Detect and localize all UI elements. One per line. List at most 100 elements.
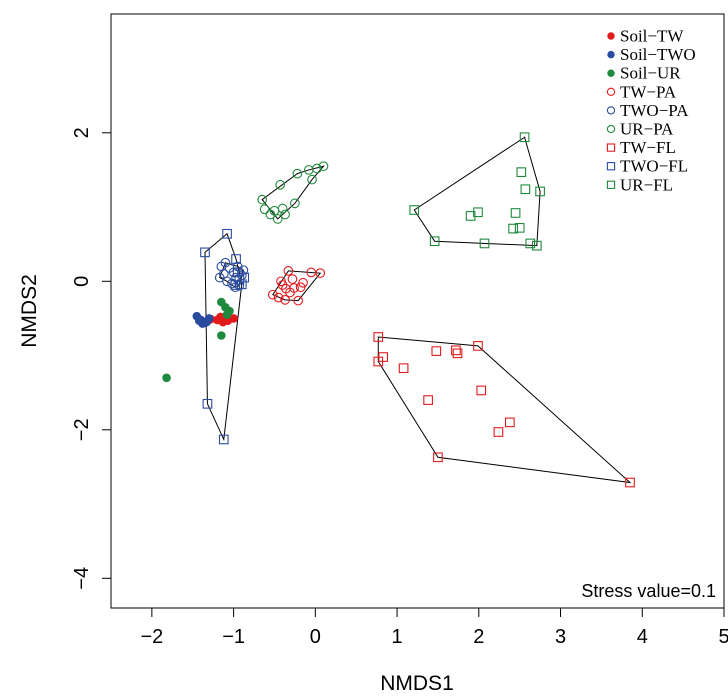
data-point (510, 208, 521, 218)
legend: Soil−TWSoil−TWOSoil−URTW−PATWO−PAUR−PATW… (606, 27, 696, 194)
data-point (373, 332, 384, 342)
y-tick-label: −4 (71, 567, 93, 590)
data-point (318, 161, 329, 172)
legend-marker (606, 106, 616, 115)
hull-two-pa (219, 262, 244, 288)
data-point (315, 268, 326, 278)
data-point (222, 228, 232, 239)
series-two-fl (200, 228, 250, 445)
series-soil-ur (162, 297, 234, 383)
data-point (293, 295, 304, 306)
data-point (238, 265, 249, 276)
series-soil-tw (206, 312, 238, 327)
data-point (239, 272, 250, 283)
data-point (267, 289, 278, 300)
data-point (214, 272, 225, 283)
data-point (525, 238, 536, 249)
data-point (409, 205, 420, 215)
x-axis-label: NMDS1 (380, 672, 454, 695)
hull-ur-fl (413, 136, 541, 247)
data-point (479, 238, 490, 249)
hull-layer (204, 136, 632, 484)
data-point (429, 236, 440, 247)
legend-label: Soil−UR (620, 64, 681, 83)
data-point (473, 207, 483, 218)
data-point (277, 203, 288, 214)
hull-tw-fl (377, 336, 632, 484)
legend-item-tw-pa: TW−PA (606, 82, 677, 101)
data-point (423, 395, 433, 405)
data-point (298, 277, 308, 288)
legend-marker (606, 124, 616, 134)
data-point (520, 184, 531, 195)
data-point (431, 346, 442, 356)
legend-item-two-fl: TWO−FL (606, 157, 688, 176)
data-point (232, 267, 243, 278)
legend-marker (607, 32, 615, 40)
data-point (202, 317, 211, 327)
data-point (222, 310, 232, 320)
legend-label: Soil−TW (620, 27, 684, 46)
data-point (493, 427, 504, 437)
legend-label: TW−PA (620, 82, 677, 101)
data-point (625, 477, 635, 488)
data-point (531, 240, 542, 251)
data-point (217, 331, 226, 340)
data-point (508, 223, 518, 234)
data-point (451, 345, 461, 356)
data-point (259, 204, 270, 215)
x-tick-label: 1 (392, 626, 403, 648)
legend-label: TWO−PA (620, 101, 689, 120)
data-point (194, 316, 204, 325)
x-tick-label: 2 (473, 626, 484, 648)
legend-item-tw-fl: TW−FL (606, 138, 676, 157)
data-point (257, 194, 268, 205)
data-point (229, 314, 238, 323)
data-point (283, 266, 294, 276)
data-point (273, 292, 284, 303)
y-tick-label: −2 (71, 418, 93, 441)
data-point (312, 163, 322, 174)
legend-marker (606, 87, 616, 96)
x-tick-label: 4 (637, 626, 648, 648)
data-point (514, 222, 525, 233)
points-layer (162, 132, 635, 488)
data-point (281, 283, 291, 294)
data-point (535, 186, 545, 197)
series-soil-two (192, 311, 214, 328)
data-point (162, 373, 171, 383)
x-tick-label: 5 (718, 626, 728, 648)
x-tick-label: −2 (140, 626, 163, 648)
y-axis: −4 −2 0 2 (71, 127, 112, 590)
data-point (280, 209, 290, 220)
data-point (516, 167, 527, 178)
legend-item-soil-two: Soil−TWO (607, 45, 696, 64)
data-point (218, 434, 229, 445)
legend-item-soil-ur: Soil−UR (607, 64, 681, 83)
legend-marker (607, 50, 615, 59)
legend-item-ur-pa: UR−PA (606, 120, 674, 139)
stress-annotation: Stress value=0.1 (581, 581, 716, 601)
data-point (280, 295, 290, 305)
data-point (519, 132, 530, 143)
x-axis: −2 −1 0 1 2 3 4 5 (140, 607, 728, 648)
legend-marker (606, 180, 616, 189)
data-point (290, 198, 300, 209)
legend-label: UR−PA (620, 120, 674, 139)
data-point (473, 341, 483, 351)
legend-marker (606, 162, 616, 171)
data-point (398, 363, 409, 374)
data-point (452, 348, 463, 359)
legend-label: UR−FL (620, 175, 673, 194)
data-point (236, 279, 247, 290)
legend-marker (606, 143, 616, 152)
y-tick-label: 2 (71, 127, 93, 138)
y-tick-label: 0 (71, 276, 93, 287)
data-point (276, 276, 286, 287)
legend-label: Soil−TWO (620, 45, 696, 64)
series-ur-fl (409, 132, 545, 251)
series-tw-pa (267, 266, 326, 306)
legend-item-two-pa: TWO−PA (606, 101, 689, 120)
x-tick-label: −1 (222, 626, 245, 648)
data-point (307, 174, 317, 185)
